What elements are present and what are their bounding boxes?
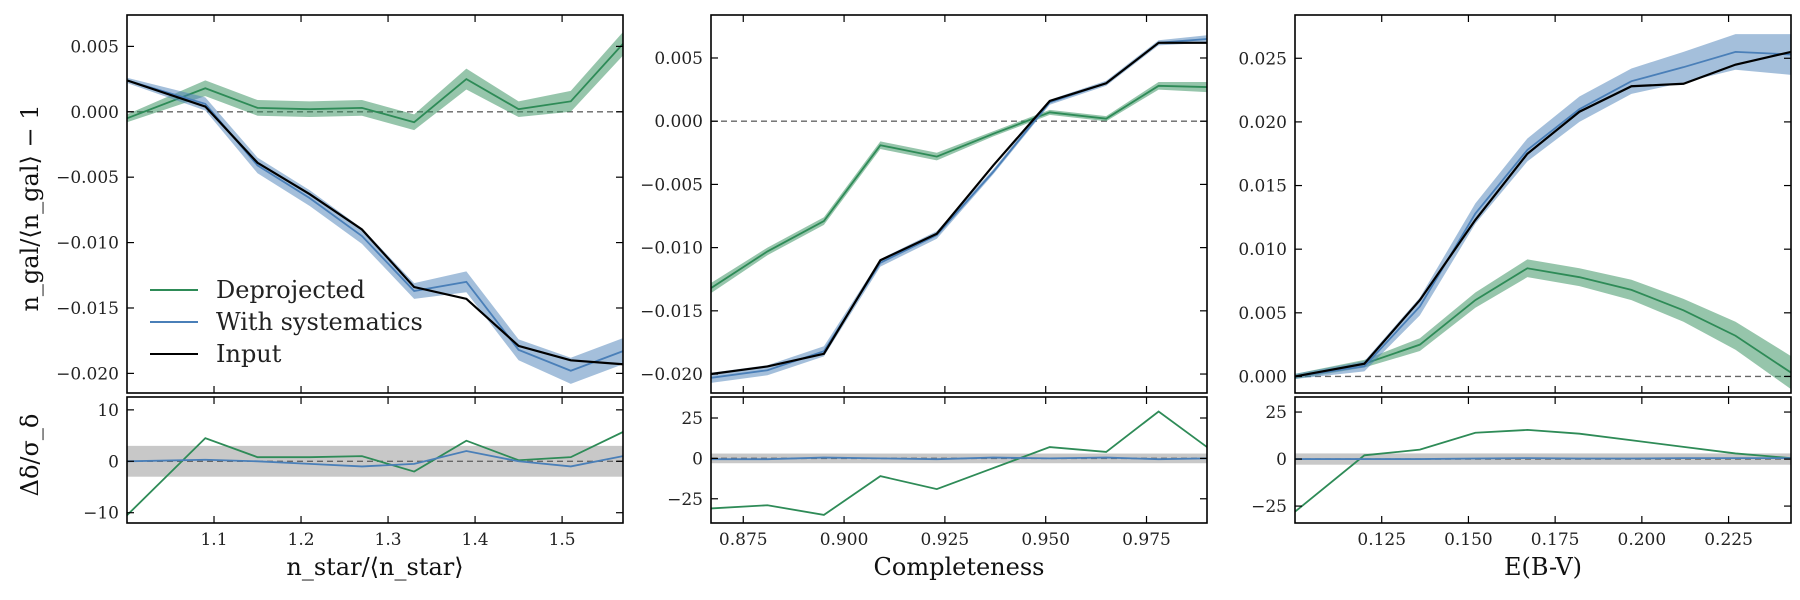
y-tick-label: −0.015	[56, 299, 119, 319]
legend-label-input: Input	[216, 340, 282, 368]
x-tick-label: 0.125	[1357, 530, 1406, 550]
series-line-input	[127, 79, 623, 366]
x-tick-label: 0.950	[1021, 530, 1070, 550]
x-tick-label: 1.2	[288, 530, 315, 550]
y-tick-label: −25	[667, 490, 703, 510]
x-axis-label: E(B-V)	[1504, 553, 1582, 581]
x-tick-label: 0.175	[1531, 530, 1580, 550]
y-tick-label: −0.010	[56, 234, 119, 254]
series-line-deprojected	[711, 84, 1207, 289]
top-axes-frame	[710, 14, 1208, 394]
y-tick-label: 0.005	[654, 49, 703, 69]
y-tick-label: −0.010	[640, 239, 703, 259]
series-line-input	[711, 41, 1207, 376]
y-tick-label: 0.010	[1238, 240, 1287, 260]
y-axis-label-ratio: Δδ/σ_δ	[16, 414, 44, 497]
y-tick-label: 0.005	[1238, 304, 1287, 324]
series-line-systematics	[1295, 457, 1791, 460]
series-line-deprojected	[1295, 267, 1791, 378]
panel-1: −0.020 −0.015 −0.010 −0.005 0.000 0.005 −10 0 10…	[56, 14, 624, 581]
series-line-systematics	[711, 456, 1207, 461]
y-tick-label: −25	[1251, 497, 1287, 517]
bottom-plot-area	[1295, 429, 1791, 513]
x-tick-label: 0.925	[921, 530, 970, 550]
top-plot-area	[127, 32, 623, 384]
series-line-deprojected	[711, 410, 1207, 516]
x-axis-label: Completeness	[874, 553, 1045, 581]
x-tick-label: 0.900	[820, 530, 869, 550]
top-axes-frame	[1294, 14, 1792, 394]
x-tick-label: 1.3	[375, 530, 402, 550]
legend-entry-input: Input	[150, 340, 282, 368]
y-tick-label: −0.015	[640, 302, 703, 322]
y-tick-label: −0.020	[640, 365, 703, 385]
y-tick-label: −0.005	[56, 168, 119, 188]
series-line-systematics	[1295, 51, 1791, 378]
error-band-systematics	[127, 77, 623, 384]
panels-group: −0.020 −0.015 −0.010 −0.005 0.000 0.005 −10 0 10…	[56, 14, 1792, 581]
series-line-systematics	[127, 450, 623, 468]
series-line-input	[1295, 50, 1791, 378]
legend-label-with-systematics: With systematics	[216, 308, 423, 336]
y-tick-label: 0.020	[1238, 113, 1287, 133]
x-tick-label: 0.200	[1618, 530, 1667, 550]
series-line-deprojected	[1295, 429, 1791, 513]
legend: Deprojected With systematics Input	[150, 276, 423, 368]
y-tick-label: 0	[692, 449, 703, 469]
y-tick-label: 0	[1276, 450, 1287, 470]
y-tick-label: 0.000	[70, 103, 119, 123]
y-tick-label: 0.000	[1238, 367, 1287, 387]
x-tick-label: 1.1	[200, 530, 227, 550]
x-tick-label: 0.150	[1444, 530, 1493, 550]
y-tick-label: −10	[83, 504, 119, 524]
y-tick-label: 0.015	[1238, 177, 1287, 197]
y-tick-label: −0.005	[640, 175, 703, 195]
y-tick-label: −0.020	[56, 364, 119, 384]
bottom-plot-area	[127, 431, 623, 516]
y-tick-label: 10	[97, 401, 119, 421]
series-line-deprojected	[127, 43, 623, 124]
y-axis-label-main: n_gal/⟨n_gal⟩ − 1	[16, 104, 44, 311]
x-tick-label: 1.5	[549, 530, 576, 550]
legend-entry-with-systematics: With systematics	[150, 308, 423, 336]
y-tick-label: 25	[1265, 403, 1287, 423]
y-tick-label: 25	[681, 409, 703, 429]
panel-2: −0.020 −0.015 −0.010 −0.005 0.000 0.005 −25 0 25…	[640, 14, 1208, 581]
legend-label-deprojected: Deprojected	[216, 276, 365, 304]
panel-3: 0.000 0.005 0.010 0.015 0.020 0.025 −25 0 25 0.12…	[1238, 14, 1792, 581]
bottom-plot-area	[711, 410, 1207, 516]
legend-entry-deprojected: Deprojected	[150, 276, 365, 304]
x-axis-label: n_star/⟨n_star⟩	[286, 553, 463, 581]
top-plot-area	[1295, 34, 1791, 390]
y-tick-label: 0.005	[70, 37, 119, 57]
y-tick-label: 0.000	[654, 112, 703, 132]
y-tick-label: 0.025	[1238, 49, 1287, 69]
bottom-axes-frame	[710, 396, 1208, 524]
series-line-deprojected	[127, 431, 623, 516]
error-band-deprojected	[1295, 259, 1791, 390]
x-tick-label: 0.975	[1122, 530, 1171, 550]
top-plot-area	[711, 35, 1207, 383]
error-band-systematics	[1295, 34, 1791, 380]
error-band-deprojected	[127, 32, 623, 131]
top-axes-frame	[126, 14, 624, 394]
x-tick-label: 1.4	[462, 530, 489, 550]
bottom-axes-frame	[1294, 396, 1792, 524]
x-tick-label: 0.225	[1704, 530, 1753, 550]
y-tick-label: 0	[108, 452, 119, 472]
x-tick-label: 0.875	[719, 530, 768, 550]
error-band-deprojected	[711, 82, 1207, 294]
bottom-axes-frame	[126, 396, 624, 524]
